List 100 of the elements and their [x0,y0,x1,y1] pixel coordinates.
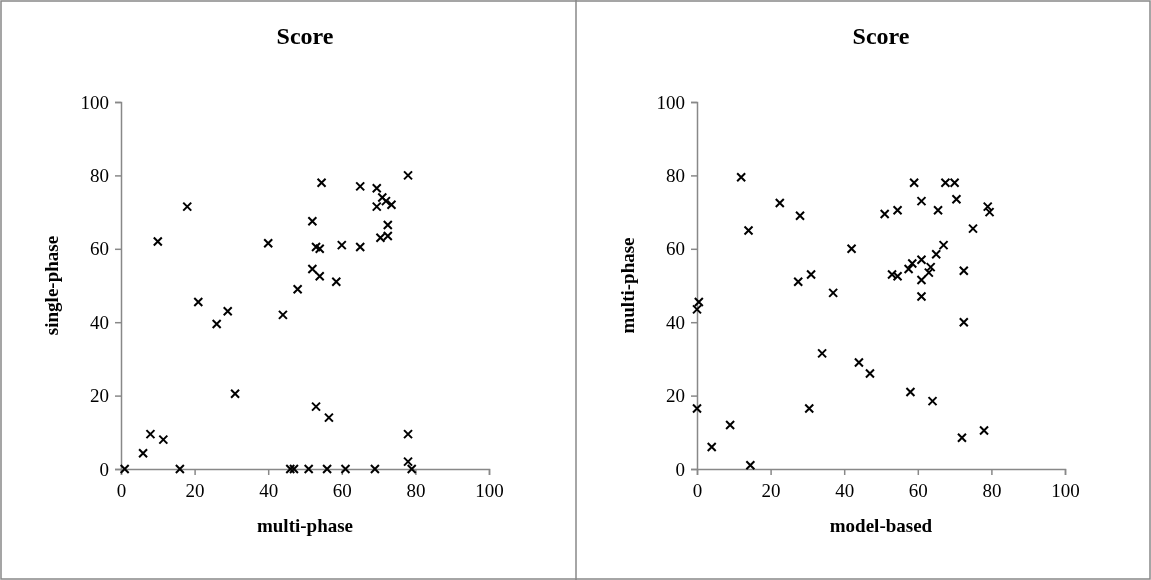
y-tick-label: 0 [675,458,685,480]
point [864,368,875,379]
point [403,429,414,440]
point [316,177,327,188]
point [307,263,318,274]
x-axis-title: multi-phase [256,515,354,536]
point [905,386,916,397]
y-tick-label: 60 [666,238,685,260]
y-tick-label: 60 [90,238,109,260]
point [982,201,993,212]
point [693,297,704,308]
x-tick-label: 20 [761,480,781,501]
point [956,432,967,443]
point [938,240,949,251]
point [336,240,347,251]
x-tick-label: 40 [835,480,855,501]
point [314,271,325,282]
point [984,207,995,218]
point [371,183,382,194]
point [916,291,927,302]
point [403,170,414,181]
x-tick-label: 80 [982,480,1002,501]
point [145,429,156,440]
x-tick-label: 0 [116,480,127,501]
point [222,306,233,317]
x-tick-label: 60 [908,480,928,501]
y-tick-label: 20 [666,385,685,407]
point [692,304,702,315]
point [903,263,914,274]
point [292,284,303,295]
point [706,441,717,452]
point [879,208,890,219]
point [193,297,204,308]
point [817,348,828,359]
point [795,210,806,221]
point [403,456,414,467]
point [743,225,754,236]
y-tick-label: 40 [666,311,685,333]
point [355,181,366,192]
point [958,317,969,328]
point [152,236,163,247]
point [369,464,380,474]
point [968,223,978,234]
point [406,464,417,474]
point [174,464,185,474]
y-tick-label: 40 [90,311,109,333]
point [307,216,318,227]
point [909,177,920,188]
point [951,194,962,205]
point [323,412,334,423]
point [933,205,944,216]
point [386,199,397,210]
point [263,238,274,249]
x-tick-label: 80 [406,480,426,501]
point [923,267,934,278]
y-tick-label: 100 [80,91,109,113]
point [230,388,241,399]
point [340,464,351,474]
point [382,219,393,230]
point [380,196,391,207]
point [745,460,756,471]
chart-title: Score [276,23,334,49]
point [804,403,815,414]
y-tick-label: 0 [99,458,109,480]
chart-title: Score [852,23,910,49]
point [377,192,388,203]
point [736,172,747,183]
x-tick-label: 20 [185,480,205,501]
y-axis-title: single-phase [41,235,62,336]
y-tick-label: 100 [656,91,685,113]
point [774,197,785,208]
point [355,241,366,252]
point [853,357,864,368]
point [303,464,314,474]
point [916,275,927,285]
point [793,276,804,287]
point [158,434,169,445]
x-tick-label: 100 [1051,480,1080,501]
y-tick-label: 20 [90,385,109,407]
y-tick-label: 80 [666,164,685,186]
point [806,269,817,280]
point [979,425,990,436]
x-tick-label: 0 [692,480,703,501]
point [322,464,333,474]
point [931,249,942,260]
x-tick-label: 100 [475,480,504,501]
x-tick-label: 40 [259,480,279,501]
point [892,205,903,216]
x-axis-title: model-based [829,515,933,536]
x-tick-label: 60 [332,480,352,501]
point [211,319,222,330]
point [277,309,288,320]
point [311,401,322,412]
point [331,276,342,287]
point [846,243,857,254]
point [916,196,927,207]
y-axis-title: multi-phase [617,237,638,334]
point [371,201,382,212]
point [958,265,969,276]
point [138,448,149,459]
